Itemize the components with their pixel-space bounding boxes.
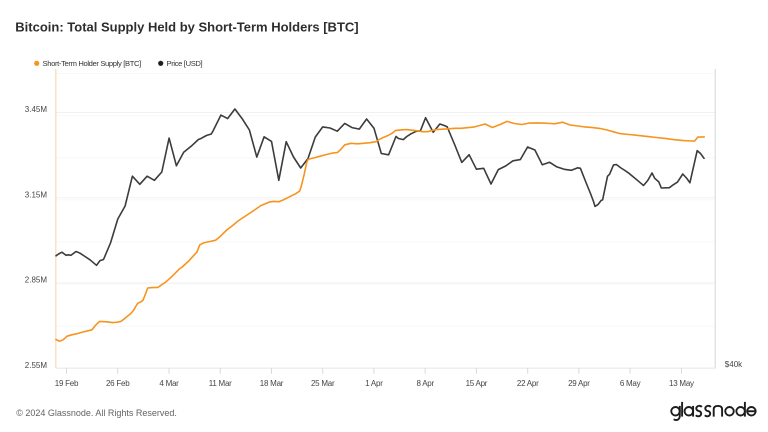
svg-text:11 Mar: 11 Mar [209,379,232,388]
svg-text:22 Apr: 22 Apr [517,379,539,388]
svg-text:13 May: 13 May [669,379,694,388]
svg-text:2.85M: 2.85M [25,276,48,285]
svg-text:1 Apr: 1 Apr [365,379,383,388]
svg-text:Price [USD]: Price [USD] [167,59,203,68]
svg-text:8 Apr: 8 Apr [416,379,434,388]
svg-text:6 May: 6 May [620,379,641,388]
svg-text:3.45M: 3.45M [25,105,48,114]
svg-text:4 Mar: 4 Mar [159,379,179,388]
svg-text:25 Mar: 25 Mar [311,379,335,388]
svg-text:Short-Term Holder Supply [BTC]: Short-Term Holder Supply [BTC] [43,59,142,68]
svg-text:18 Mar: 18 Mar [260,379,284,388]
svg-text:19 Feb: 19 Feb [55,379,79,388]
svg-text:© 2024 Glassnode. All Rights R: © 2024 Glassnode. All Rights Reserved. [16,408,177,418]
svg-text:3.15M: 3.15M [25,190,48,199]
svg-text:Bitcoin: Total Supply Held by: Bitcoin: Total Supply Held by Short-Term… [15,20,358,35]
svg-text:29 Apr: 29 Apr [568,379,590,388]
svg-text:$40k: $40k [725,360,743,369]
svg-text:2.55M: 2.55M [25,361,48,370]
svg-text:26 Feb: 26 Feb [106,379,130,388]
svg-text:15 Apr: 15 Apr [466,379,488,388]
